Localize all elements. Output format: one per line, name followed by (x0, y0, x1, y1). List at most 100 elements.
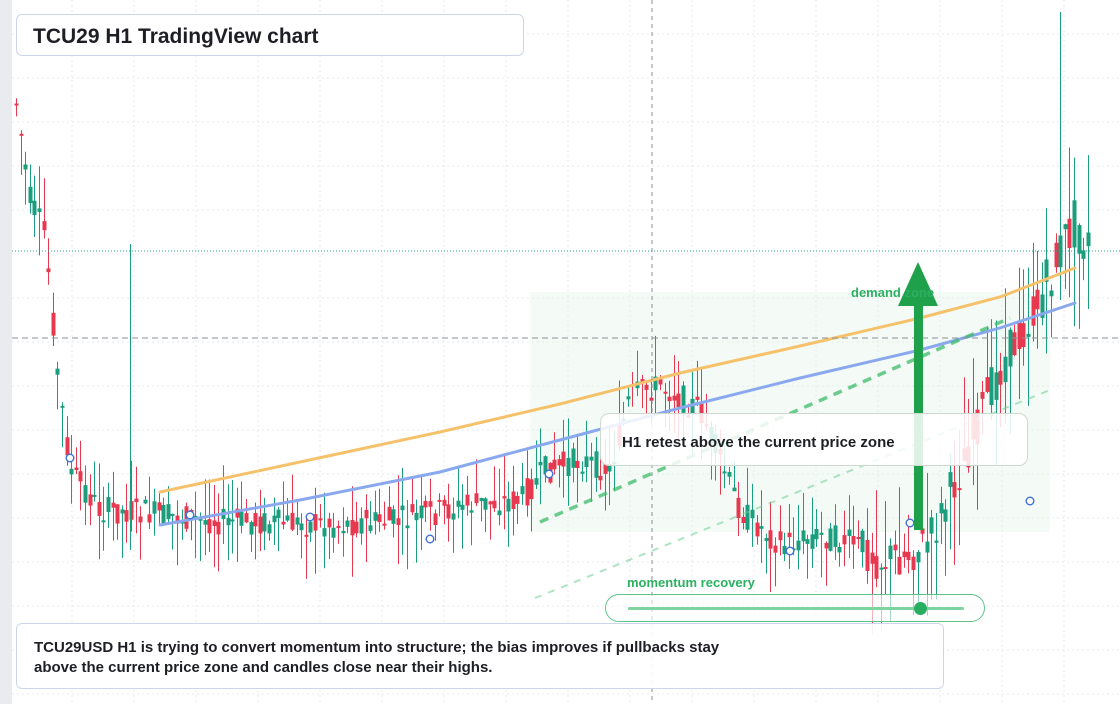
candle-body-up (276, 509, 281, 519)
candle-body-up (37, 208, 42, 212)
signal-marker-icon (544, 469, 554, 479)
candle-body-down (377, 514, 382, 523)
candle-body-down (129, 501, 134, 520)
candle-body-up (226, 517, 231, 526)
candle-body-up (267, 524, 272, 534)
fast-moving-average-line (158, 266, 1077, 494)
candle-body-down (65, 437, 70, 456)
candle-body-down (46, 268, 51, 273)
candle-body-down (253, 513, 258, 527)
candle-body-down (842, 535, 847, 545)
candle-body-up (916, 552, 921, 563)
candle-body-down (874, 556, 879, 579)
chart-grid (12, 0, 1120, 704)
candle-body-up (782, 545, 787, 555)
candle-body-up (810, 534, 815, 549)
candle-body-up (989, 367, 994, 405)
candle-body-up (1072, 200, 1077, 248)
candle-body-up (828, 528, 833, 551)
candle-body-down (667, 396, 672, 402)
candle-body-up (143, 499, 148, 504)
chart-title-box: TCU29 H1 TradingView chart (16, 14, 524, 56)
candle-body-up (92, 494, 97, 497)
candle-body-up (994, 372, 999, 400)
candle-body-up (198, 517, 203, 521)
candle-body-down (492, 500, 497, 509)
candle-body-up (262, 513, 267, 532)
candle-body-down (1021, 323, 1026, 348)
candle-body-down (78, 471, 83, 482)
signal-marker-icon (425, 534, 435, 544)
candle-body-up (934, 540, 939, 543)
candle-body-up (566, 457, 571, 476)
candle-body-up (345, 520, 350, 527)
candle-body-up (1044, 259, 1049, 282)
candle-body-down (672, 395, 677, 401)
candle-body-down (851, 536, 856, 545)
candle-body-up (1008, 329, 1013, 367)
candle-body-up (497, 510, 502, 516)
candle-body-down (902, 551, 907, 558)
candlestick-series (14, 12, 1091, 635)
candle-body-up (230, 519, 235, 522)
candle-body-down (897, 556, 902, 575)
candle-body-down (529, 479, 534, 500)
candle-body-down (88, 494, 93, 506)
candle-body-down (124, 510, 129, 522)
candle-body-down (736, 497, 741, 518)
candle-body-down (598, 475, 603, 481)
candle-body-up (460, 504, 465, 510)
candle-body-down (557, 459, 562, 466)
momentum-gauge (605, 594, 985, 622)
candle-body-down (893, 544, 898, 551)
candle-body-down (437, 499, 442, 502)
candle-body-down (906, 551, 911, 560)
candle-body-down (658, 377, 663, 385)
candle-body-down (640, 379, 645, 382)
candle-body-up (750, 509, 755, 519)
candle-body-up (594, 451, 599, 478)
candle-body-down (364, 509, 369, 519)
candle-body-up (368, 525, 373, 531)
candle-body-down (134, 498, 139, 503)
candle-body-up (1040, 294, 1045, 318)
candle-body-up (1063, 224, 1068, 230)
candle-body-up (23, 164, 28, 170)
candle-body-up (400, 505, 405, 511)
candle-body-up (722, 471, 727, 474)
signal-marker-icon (305, 512, 315, 522)
candle-body-down (42, 221, 47, 231)
candle-body-down (212, 520, 217, 527)
candle-body-down (19, 133, 24, 136)
candle-body-up (359, 518, 364, 534)
candle-body-down (207, 519, 212, 534)
candle-body-up (106, 497, 111, 512)
candle-body-up (681, 385, 686, 413)
candle-body-down (865, 540, 870, 571)
retest-callout-text: H1 retest above the current price zone (622, 434, 895, 451)
candle-body-up (1003, 356, 1008, 383)
candle-body-down (1031, 296, 1036, 326)
candle-body-down (603, 463, 608, 474)
candle-body-up (152, 501, 157, 514)
candle-body-down (575, 460, 580, 468)
candle-body-down (382, 523, 387, 526)
candle-body-up (203, 520, 208, 525)
candle-body-down (768, 530, 773, 549)
candle-body-down (980, 392, 985, 399)
candle-body-down (157, 502, 162, 511)
candle-body-up (419, 505, 424, 519)
candle-body-up (833, 525, 838, 547)
candle-body-down (699, 402, 704, 424)
candle-body-down (985, 377, 990, 392)
candle-body-up (341, 530, 346, 534)
candle-body-down (387, 506, 392, 521)
chart-title: TCU29 H1 TradingView chart (33, 25, 319, 48)
candle-body-down (51, 312, 56, 336)
candle-body-up (814, 529, 819, 540)
candle-body-up (837, 547, 842, 553)
candle-body-up (580, 471, 585, 474)
candle-body-down (644, 384, 649, 390)
candle-body-up (1049, 290, 1054, 297)
